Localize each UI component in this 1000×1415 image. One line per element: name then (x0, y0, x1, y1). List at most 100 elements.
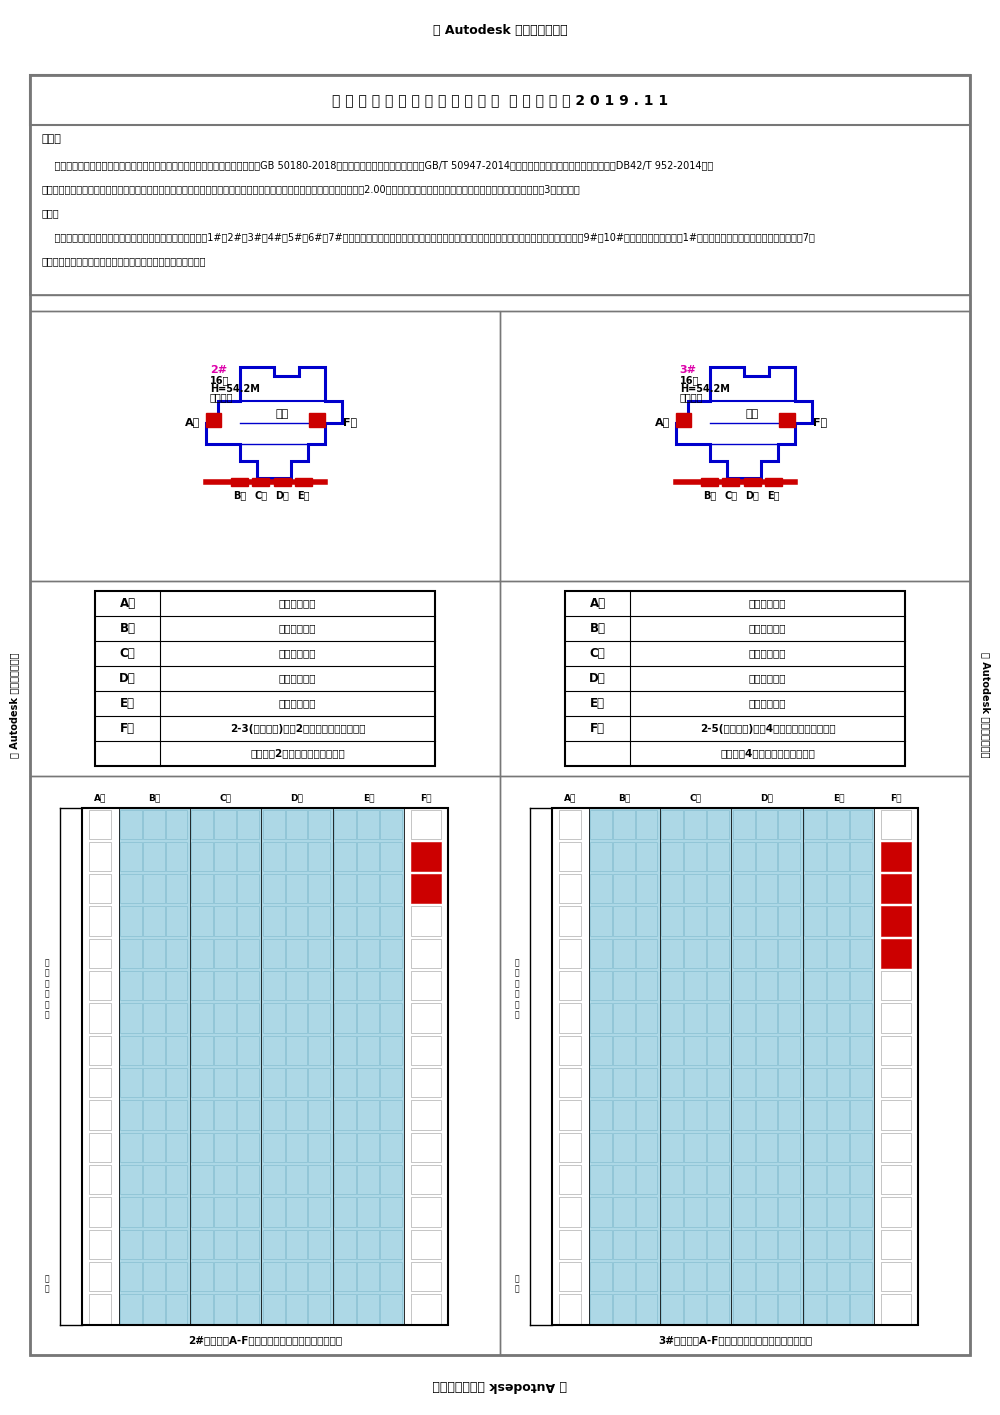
Bar (827, 1262, 849, 1290)
Bar (874, 808, 918, 1324)
Bar (613, 809, 635, 839)
Bar (380, 1295, 402, 1323)
Bar (707, 938, 729, 968)
Bar (661, 1132, 683, 1162)
Bar (590, 1068, 612, 1097)
Text: 依据以上标准，分别对该项目地块内被遮挡典型住宅楼栋（1#、2#、3#、4#、5#、6#、7#楼）的每栋住宅，按照幼儿园楼栋及项目北侧正工大路以南面用地范围内被遮: 依据以上标准，分别对该项目地块内被遮挡典型住宅楼栋（1#、2#、3#、4#、5#… (42, 232, 815, 242)
Text: 2#: 2# (210, 365, 227, 375)
Bar (120, 1165, 142, 1194)
Text: 由 Autodesk 教育版产品制作: 由 Autodesk 教育版产品制作 (981, 652, 991, 758)
Bar (636, 1101, 657, 1129)
Bar (286, 1197, 307, 1227)
Text: 襄城庞公租赁性住房项目用地位于襄阳市，根据《城市居住区规划设计规范》（GB 50180-2018）、《建筑日照计算参数标准》（GB/T 50947-2014）、: 襄城庞公租赁性住房项目用地位于襄阳市，根据《城市居住区规划设计规范》（GB 50… (42, 160, 713, 170)
Text: D段: D段 (589, 672, 606, 685)
Bar (733, 1165, 755, 1194)
Text: B段: B段 (703, 490, 716, 499)
Bar (380, 1036, 402, 1065)
Bar (850, 1036, 872, 1065)
Bar (778, 971, 800, 1000)
Text: C段: C段 (724, 490, 737, 499)
Text: F段: F段 (120, 722, 135, 734)
Bar (89, 1197, 111, 1227)
Bar (707, 842, 729, 872)
Bar (143, 874, 165, 903)
Bar (166, 1003, 187, 1033)
Bar (661, 907, 683, 935)
Bar (214, 1197, 236, 1227)
Bar (661, 1036, 683, 1065)
Bar (733, 907, 755, 935)
Text: C段: C段 (590, 647, 605, 659)
Bar (733, 938, 755, 968)
Bar (357, 938, 379, 968)
Bar (120, 938, 142, 968)
Bar (589, 808, 660, 1324)
Bar (850, 1101, 872, 1129)
Bar (804, 1068, 826, 1097)
Bar (684, 1262, 706, 1290)
Bar (143, 842, 165, 872)
Bar (95, 591, 435, 766)
Bar (684, 1003, 706, 1033)
Bar (661, 842, 683, 872)
Bar (636, 1132, 657, 1162)
Bar (411, 1197, 441, 1227)
Bar (166, 809, 187, 839)
Bar (733, 1036, 755, 1065)
Bar (756, 1132, 777, 1162)
Bar (237, 1230, 259, 1259)
Bar (30, 294, 970, 311)
Bar (334, 1003, 356, 1033)
Bar (411, 971, 441, 1000)
Bar (380, 907, 402, 935)
Bar (590, 1101, 612, 1129)
Bar (333, 808, 404, 1324)
Bar (237, 1068, 259, 1097)
Bar (636, 971, 657, 1000)
Text: 3#: 3# (680, 365, 697, 375)
Bar (263, 1197, 285, 1227)
Bar (166, 1197, 187, 1227)
Bar (286, 938, 307, 968)
Bar (684, 1295, 706, 1323)
Bar (357, 1230, 379, 1259)
Bar (263, 938, 285, 968)
Bar (308, 1197, 330, 1227)
Bar (143, 1197, 165, 1227)
Bar (881, 1003, 911, 1033)
Bar (214, 1295, 236, 1323)
Bar (295, 478, 312, 487)
Bar (237, 874, 259, 903)
Bar (778, 1101, 800, 1129)
Bar (661, 1197, 683, 1227)
Bar (804, 1262, 826, 1290)
Bar (559, 874, 581, 903)
Bar (636, 842, 657, 872)
Bar (827, 1132, 849, 1162)
Bar (120, 809, 142, 839)
Bar (263, 971, 285, 1000)
Bar (286, 1101, 307, 1129)
Text: E段: E段 (297, 490, 310, 499)
Bar (559, 1003, 581, 1033)
Bar (411, 907, 441, 935)
Bar (827, 809, 849, 839)
Text: C段: C段 (254, 490, 267, 499)
Text: 冬
至
遮
蔽
位
置: 冬 至 遮 蔽 位 置 (45, 958, 49, 1019)
Bar (850, 907, 872, 935)
Bar (214, 1262, 236, 1290)
Bar (411, 1295, 441, 1323)
Bar (143, 1036, 165, 1065)
Bar (733, 1262, 755, 1290)
Bar (166, 1295, 187, 1323)
Text: 住宅: 住宅 (745, 409, 759, 419)
Bar (214, 1230, 236, 1259)
Bar (765, 478, 782, 487)
Text: 满足日照要求: 满足日照要求 (279, 648, 316, 658)
Bar (881, 1230, 911, 1259)
Bar (357, 1132, 379, 1162)
Bar (552, 808, 918, 1324)
Bar (214, 1036, 236, 1065)
Bar (286, 971, 307, 1000)
Bar (89, 1068, 111, 1097)
